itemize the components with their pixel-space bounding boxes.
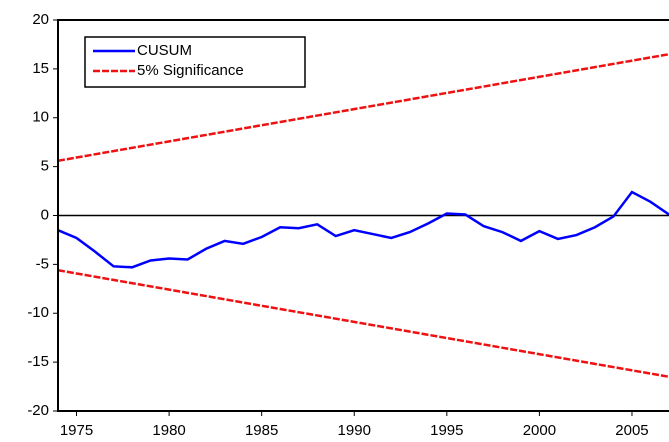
series-line (57, 190, 669, 269)
y-tick-label: 20 (32, 11, 49, 28)
lower-band-line (57, 269, 669, 379)
x-tick-label: 1980 (152, 422, 185, 439)
series-line (57, 52, 669, 162)
x-tick-label: 1995 (430, 422, 463, 439)
y-tick-label: 5 (41, 158, 49, 175)
y-tick-label: 0 (41, 206, 49, 223)
legend-label: CUSUM (137, 42, 192, 59)
y-tick-label: -15 (27, 353, 49, 370)
plot-frame (57, 19, 669, 412)
y-tick-label: -5 (36, 255, 49, 272)
x-tick-label: 1990 (338, 422, 371, 439)
y-tick-label: -20 (27, 402, 49, 419)
y-tick-label: -10 (27, 304, 49, 321)
x-tick-label: 2000 (523, 422, 556, 439)
x-tick-label: 1975 (60, 422, 93, 439)
legend-label: 5% Significance (137, 62, 244, 79)
x-tick-label: 1985 (245, 422, 278, 439)
y-tick-label: 15 (32, 60, 49, 77)
y-tick-label: 10 (32, 109, 49, 126)
x-tick-label: 2005 (615, 422, 648, 439)
legend-box (84, 36, 306, 88)
